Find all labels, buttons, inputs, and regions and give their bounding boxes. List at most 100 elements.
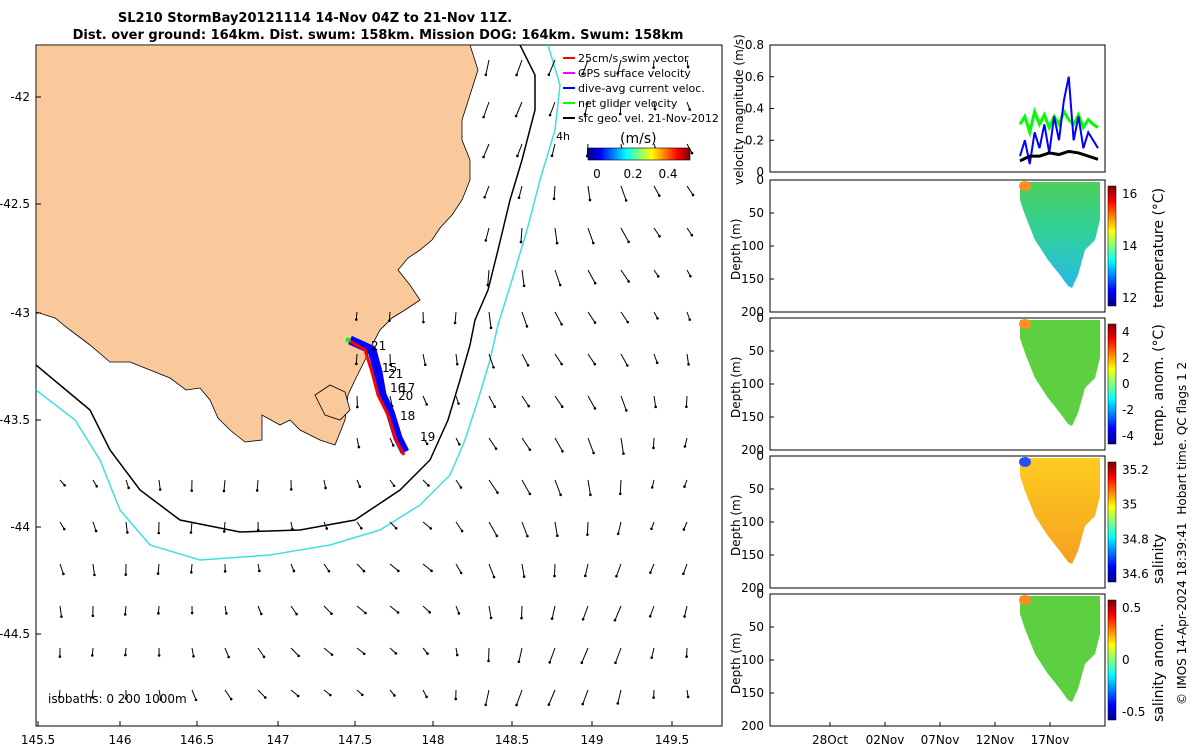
vector-arrow <box>516 59 523 76</box>
temp_anom-surface-blob <box>1019 319 1031 329</box>
vector-head <box>616 72 619 75</box>
vector-head <box>626 320 630 324</box>
vector-arrow <box>684 605 688 617</box>
vector-arrow <box>548 689 556 705</box>
vector-head <box>593 281 597 285</box>
vector-head <box>295 612 298 616</box>
vector-head <box>515 703 518 707</box>
vector-arrow <box>587 479 591 495</box>
vector-head <box>259 612 263 616</box>
vector-arrow <box>554 269 561 286</box>
velocity-y-tick: 0 <box>756 165 764 179</box>
vector-arrow <box>485 689 490 705</box>
vector-head <box>124 697 128 700</box>
temp_anom-depth-tick: 200 <box>741 443 764 457</box>
vector-head <box>547 73 551 76</box>
vector-arrow <box>620 269 630 282</box>
isobath-1000 <box>36 45 561 561</box>
vector-head <box>426 652 429 655</box>
vector-head <box>561 449 564 453</box>
velocity-series-line <box>1019 149 1099 163</box>
temp_anom-cbar-tick: -4 <box>1122 429 1134 443</box>
vector-head <box>588 198 592 202</box>
vector-head <box>123 613 127 616</box>
colorbar-tick-label: 0.4 <box>658 167 677 181</box>
vector-head <box>627 280 630 283</box>
vector-arrow <box>516 143 523 157</box>
vector-head <box>555 534 559 537</box>
vector-arrow <box>257 689 266 698</box>
map-x-tick-label: 148.5 <box>495 733 529 747</box>
vector-head <box>655 361 659 365</box>
vector-head <box>494 447 498 450</box>
vector-head <box>159 698 163 701</box>
vector-arrow <box>488 437 497 449</box>
vector-head <box>548 661 552 664</box>
vector-head <box>618 112 622 116</box>
vector-head <box>689 274 692 278</box>
vector-arrow <box>323 647 333 656</box>
vector-head <box>650 527 653 531</box>
vector-arrow <box>684 437 688 447</box>
vector-head <box>547 703 551 706</box>
vector-head <box>93 573 96 577</box>
vector-head <box>62 527 66 531</box>
vector-arrow <box>587 353 596 365</box>
legend-label: net glider velocity <box>578 97 678 110</box>
temp_anom-depth-tick: 50 <box>749 344 764 358</box>
sal_anom-depth-tick: 200 <box>741 719 764 733</box>
vector-arrow <box>125 479 130 489</box>
vector-head <box>615 574 618 578</box>
vector-arrow <box>651 647 655 658</box>
vector-arrow <box>290 647 300 657</box>
vector-arrow <box>649 563 655 573</box>
vector-head <box>429 527 433 530</box>
vector-head <box>486 283 490 287</box>
vector-head <box>459 571 463 575</box>
velocity-y-tick: 0.8 <box>745 38 764 52</box>
salinity-depth-tick: 50 <box>749 482 764 496</box>
vector-head <box>263 696 267 699</box>
legend-label: sfc geo. vel. 21-Nov-2012 <box>578 112 719 125</box>
vector-arrow <box>59 521 65 530</box>
vector-head <box>457 402 460 405</box>
vector-arrow <box>582 59 589 75</box>
sal_anom-colorbar <box>1107 599 1117 721</box>
sal_anom-cbar-tick: 0.5 <box>1122 601 1141 615</box>
vector-head <box>522 575 526 578</box>
vector-head <box>613 618 617 622</box>
vector-arrow <box>554 437 563 452</box>
vector-head <box>614 661 617 665</box>
sal_anom-depth-tick: 150 <box>741 686 764 700</box>
sal_anom-depth-label: Depth (m) <box>729 633 743 694</box>
vector-arrow <box>125 521 128 533</box>
vector-arrow <box>323 689 331 696</box>
vector-arrow <box>389 563 399 572</box>
vector-head <box>650 656 654 659</box>
vector-arrow <box>553 185 556 199</box>
vector-head <box>550 154 554 158</box>
vector-head <box>685 655 688 658</box>
map-y-tick-label: -43 <box>10 306 30 320</box>
vector-head <box>517 660 521 664</box>
vector-arrow <box>257 605 262 615</box>
vector-head <box>553 574 556 578</box>
vector-head <box>682 572 685 576</box>
vector-arrow <box>584 101 589 115</box>
legend-label: dive-avg current veloc. <box>578 82 705 95</box>
vector-head <box>526 363 530 367</box>
vector-head <box>393 694 396 697</box>
vector-arrow <box>455 479 462 488</box>
vector-head <box>652 66 655 69</box>
vector-head <box>685 405 688 409</box>
vector-head <box>560 405 564 409</box>
vector-arrow <box>356 563 365 572</box>
vector-head <box>616 702 620 705</box>
vector-head <box>424 363 427 367</box>
isobath-note: isobaths: 0 200 1000m <box>48 692 187 706</box>
vector-arrow <box>158 689 162 700</box>
colorbar-title: (m/s) <box>620 131 657 147</box>
vector-arrow <box>554 395 563 407</box>
vector-arrow <box>682 563 688 574</box>
